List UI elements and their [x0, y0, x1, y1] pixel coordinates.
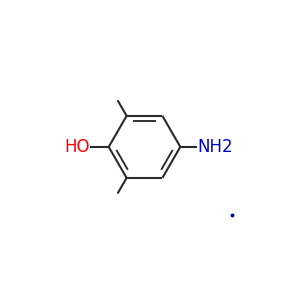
Text: NH2: NH2 [198, 138, 233, 156]
Text: HO: HO [65, 138, 90, 156]
